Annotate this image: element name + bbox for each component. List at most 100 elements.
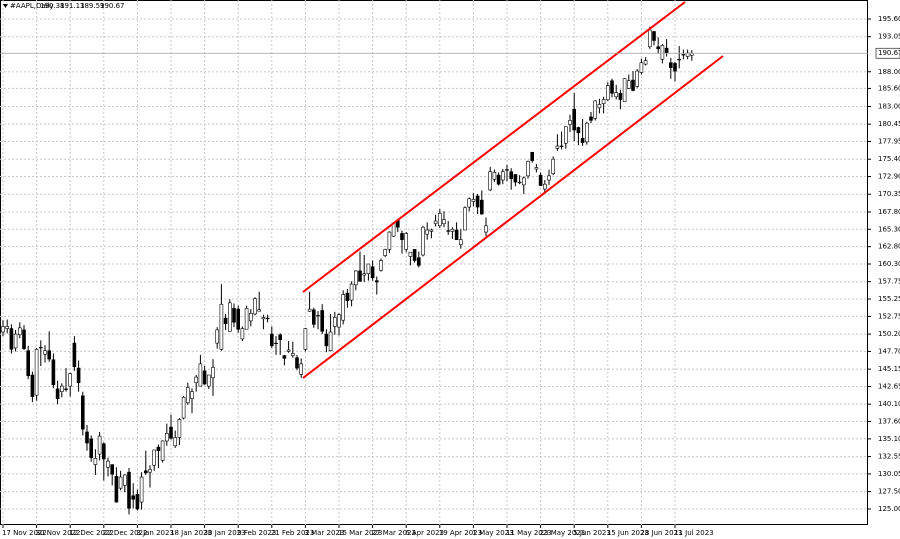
y-tick-label: 142.65 (878, 382, 900, 390)
y-tick-label: 130.05 (878, 470, 900, 478)
candle-body (366, 263, 371, 275)
candle-body (647, 29, 652, 48)
x-tick-label: 22 Dec 2022 (103, 529, 148, 537)
candle-body (353, 270, 358, 286)
candle-body (47, 350, 52, 360)
candle-body (9, 328, 14, 350)
candle-body (127, 471, 131, 509)
candles (1, 26, 694, 515)
candle-body (425, 229, 430, 235)
current-price-box (875, 47, 900, 59)
candle-body (492, 172, 497, 180)
candle-body (282, 355, 287, 359)
candle-body (148, 469, 152, 473)
y-tick-label: 175.40 (878, 155, 900, 163)
candle-body (442, 219, 446, 225)
candle-body (383, 249, 388, 256)
current-price-label: 190.67 (878, 49, 900, 57)
candle-body (421, 226, 425, 256)
candle-body (17, 327, 22, 336)
x-tick-label: 9 Feb 2023 (237, 529, 276, 537)
candle-body (249, 312, 253, 322)
y-tick-label: 147.70 (878, 347, 900, 355)
candle-body (379, 260, 383, 271)
grid (0, 0, 868, 525)
symbol-icon (3, 4, 8, 8)
candle-body (76, 367, 81, 383)
candle-body (324, 333, 329, 347)
candle-body (144, 470, 148, 474)
candle-body (572, 108, 577, 131)
candle-body (681, 54, 686, 56)
candle-body (320, 310, 325, 332)
candle-body (139, 476, 144, 503)
x-tick-label: 30 Nov 2022 (36, 529, 81, 537)
candle-body (114, 476, 119, 503)
candle-body (257, 309, 262, 312)
candle-body (400, 233, 404, 241)
candle-body (408, 251, 413, 257)
channel-lower-line (302, 55, 724, 379)
y-tick-label: 160.30 (878, 260, 900, 268)
candle-body (198, 363, 203, 387)
candle-body (219, 303, 224, 350)
candle-body (349, 283, 354, 301)
candle-body (269, 333, 274, 347)
candle-body (123, 474, 127, 486)
candle-body (446, 230, 451, 232)
candle-body (30, 374, 35, 397)
axes: 195.60 193.05 188.00 185.60 183.00 180.45 177.… (0, 15, 900, 537)
channel (302, 1, 724, 379)
x-tick-label: 11 May 2023 (506, 529, 552, 537)
candle-body (55, 388, 60, 399)
candle-body (530, 151, 535, 161)
candle-body (521, 177, 526, 186)
candle-body (38, 346, 43, 349)
y-tick-label: 135.10 (878, 435, 900, 443)
candle-body (601, 99, 606, 104)
candle-body (215, 329, 219, 344)
candle-body (467, 198, 472, 208)
candle-body (232, 308, 236, 323)
candle-body (475, 195, 480, 208)
candle-body (81, 395, 85, 430)
y-tick-label: 155.25 (878, 295, 900, 303)
y-tick-label: 162.80 (878, 243, 900, 251)
candle-body (102, 443, 106, 460)
y-tick-label: 140.10 (878, 400, 900, 408)
candle-body (433, 220, 438, 225)
y-tick-label: 152.75 (878, 312, 900, 320)
candle-body (500, 171, 505, 181)
candle-body (156, 446, 161, 451)
candle-body (639, 62, 644, 73)
candle-body (488, 171, 493, 191)
candle-body (194, 376, 198, 383)
candle-body (534, 167, 539, 170)
candle-body (299, 363, 304, 375)
candle-body (509, 171, 514, 179)
candle-body (244, 308, 249, 330)
candle-body (660, 45, 665, 60)
candle-body (513, 174, 518, 183)
x-tick-label: 15 Mar 2023 (338, 529, 382, 537)
candle-body (538, 174, 543, 186)
candle-body (563, 126, 568, 144)
candle-body (526, 160, 530, 177)
candle-body (584, 122, 589, 143)
candle-body (496, 174, 501, 185)
candle-body (559, 145, 564, 147)
candle-body (429, 229, 434, 232)
candle-body (387, 231, 392, 250)
candle-body (551, 158, 556, 175)
candle-body (370, 266, 375, 279)
candle-body (173, 437, 177, 447)
candle-body (286, 349, 291, 352)
candle-body (542, 183, 547, 190)
candle-body (471, 199, 476, 202)
candle-body (181, 396, 186, 419)
y-tick-label: 183.00 (878, 102, 900, 110)
candle-body (454, 229, 459, 241)
candle-body (131, 495, 135, 500)
candle-body (626, 80, 631, 89)
y-tick-label: 145.15 (878, 365, 900, 373)
